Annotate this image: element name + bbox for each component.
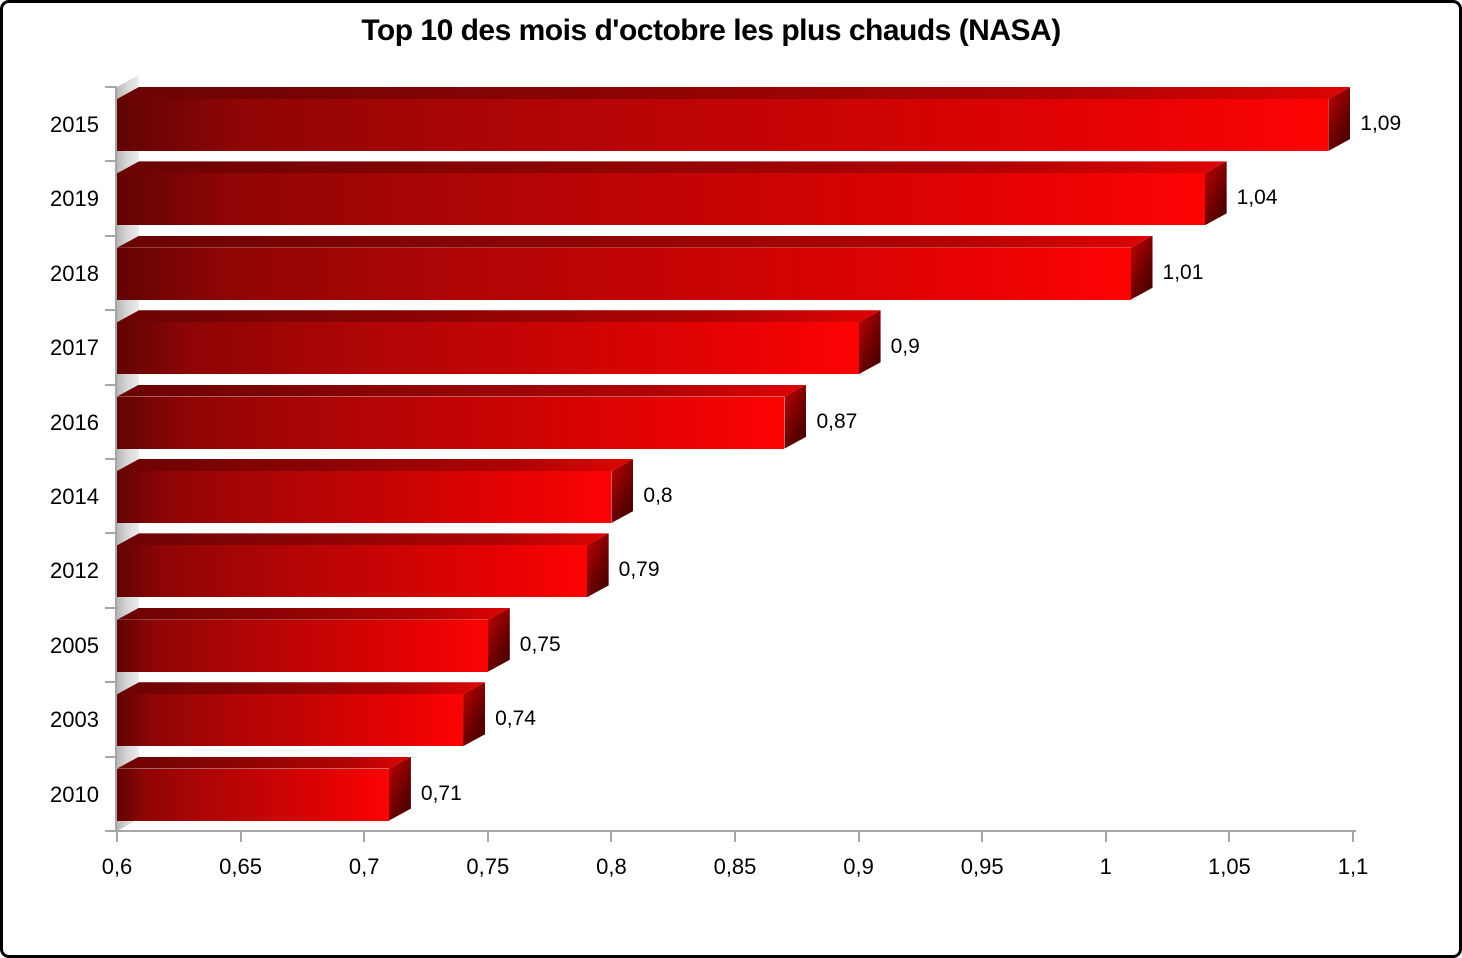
bar-top-face	[117, 608, 510, 620]
x-axis-tick-label: 0,75	[466, 854, 510, 879]
x-axis-tick-label: 0,7	[348, 854, 380, 879]
bar-front-face	[117, 694, 464, 747]
x-axis-tick	[1104, 832, 1107, 842]
y-axis-tick	[105, 606, 117, 609]
bar-front-face	[117, 99, 1329, 151]
bar-top-face	[117, 236, 1153, 248]
bar-end-face	[1328, 87, 1350, 151]
bar-top-face	[117, 385, 806, 397]
bar-front-face	[117, 173, 1205, 226]
bar-top-face	[117, 682, 485, 694]
category-label: 2003	[50, 707, 99, 733]
bar-front-face	[117, 396, 785, 449]
bar-front-face	[117, 322, 859, 375]
y-axis-tick	[105, 160, 117, 163]
category-label: 2018	[50, 260, 99, 286]
bar-value-label: 0,71	[420, 781, 462, 805]
bar-top-face	[117, 459, 633, 471]
bar-value-label: 0,75	[519, 632, 561, 656]
x-axis-line	[105, 830, 1356, 832]
x-axis-tick	[116, 832, 118, 842]
x-axis-tick-label: 1,05	[1207, 854, 1251, 879]
x-axis-tick-label: 1,1	[1337, 854, 1369, 879]
y-axis-tick	[105, 755, 117, 758]
x-axis-tick	[239, 832, 242, 842]
bar-end-face	[389, 757, 411, 821]
bar-top-face	[117, 533, 609, 545]
bar-end-face	[1131, 236, 1153, 300]
bar-front-face	[117, 545, 587, 598]
x-axis-tick	[1352, 832, 1354, 842]
bar-top-face	[117, 310, 881, 322]
y-axis-tick	[105, 309, 117, 312]
x-axis-tick	[486, 832, 489, 842]
category-label: 2017	[50, 335, 99, 361]
bar-top-face	[117, 161, 1227, 173]
y-axis-tick	[105, 458, 117, 460]
y-axis-tick	[105, 532, 117, 535]
bar-value-label: 0,87	[816, 409, 858, 433]
bar-end-face	[587, 533, 609, 597]
x-axis-tick-label: 0,65	[219, 854, 262, 879]
bar-value-label: 0,74	[495, 707, 536, 731]
x-axis-tick-label: 1	[1099, 854, 1112, 879]
chart-title: Top 10 des mois d'octobre les plus chaud…	[361, 14, 1061, 47]
bar-end-face	[611, 459, 633, 523]
bar-value-label: 1,09	[1360, 112, 1402, 135]
bar-end-face	[784, 385, 806, 449]
x-axis-tick-label: 0,85	[713, 854, 757, 879]
bar-front-face	[117, 247, 1131, 300]
category-label: 2014	[50, 484, 99, 509]
bar-top-face	[117, 87, 1350, 99]
bar-value-label: 1,04	[1236, 186, 1278, 210]
x-axis-tick	[857, 832, 860, 842]
bar-end-face	[859, 310, 881, 374]
bar-value-label: 0,79	[618, 558, 660, 582]
x-axis-tick	[734, 832, 736, 842]
category-label: 2019	[50, 186, 99, 212]
bar-top-face	[117, 757, 411, 769]
bar-value-label: 1,01	[1162, 260, 1204, 284]
bar-front-face	[117, 471, 612, 523]
bar-value-label: 0,8	[643, 484, 673, 507]
x-axis-tick	[981, 832, 984, 842]
bar-end-face	[1205, 161, 1227, 225]
y-axis-tick	[105, 383, 117, 386]
y-axis-tick	[105, 681, 117, 684]
x-axis-tick	[363, 832, 366, 842]
x-axis-tick	[610, 832, 613, 842]
bar-end-face	[463, 682, 485, 746]
category-label: 2012	[50, 558, 99, 584]
category-label: 2010	[50, 781, 99, 807]
bar-value-label: 0,9	[890, 335, 920, 359]
bar-front-face	[117, 768, 389, 821]
x-axis-tick-label: 0,9	[843, 854, 874, 879]
x-axis-tick-label: 0,8	[596, 854, 627, 879]
category-label: 2015	[50, 112, 99, 137]
y-axis-tick	[105, 86, 117, 88]
bar-front-face	[117, 619, 488, 672]
bar-end-face	[488, 608, 510, 672]
x-axis-tick	[1228, 832, 1231, 842]
x-axis-tick-label: 0,6	[101, 854, 133, 879]
y-axis-tick	[105, 830, 117, 832]
x-axis-tick-label: 0,95	[960, 854, 1004, 879]
category-label: 2005	[50, 632, 99, 658]
category-label: 2016	[50, 409, 99, 435]
y-axis-tick	[105, 234, 117, 237]
